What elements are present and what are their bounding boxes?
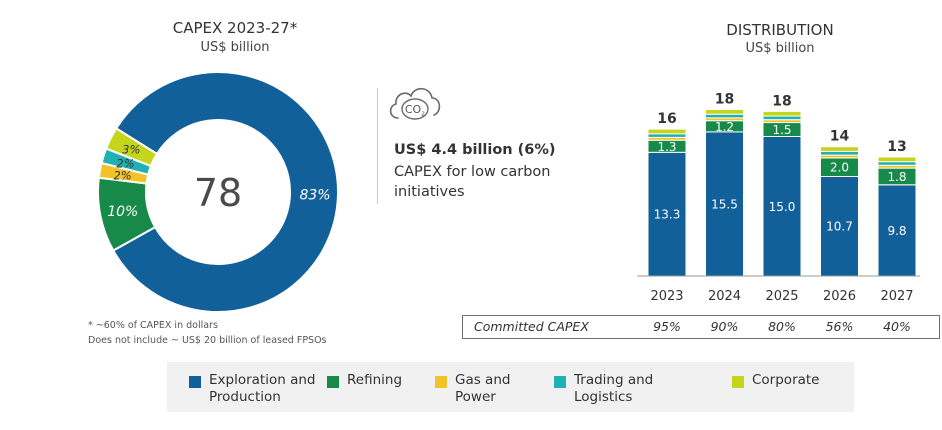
committed-value-2023: 95%: [653, 319, 681, 334]
legend-label: Trading and Logistics: [574, 372, 654, 405]
bar-corporate-2024: [705, 109, 744, 115]
bar-value-label: 15.5: [711, 197, 738, 211]
bar-value-label: 9.8: [887, 224, 906, 238]
bar-corporate-2027: [877, 156, 917, 163]
committed-value-2024: 90%: [710, 319, 739, 334]
x-tick-2025: 2025: [765, 289, 798, 304]
bar-total-2026: 14: [830, 129, 850, 145]
legend-swatch-gas: [435, 376, 447, 388]
bar-trading-2026: [820, 150, 859, 156]
co2-cloud-icon: CO 2: [389, 87, 441, 120]
svg-text:2: 2: [421, 111, 425, 118]
bar-exploration-2023: [647, 151, 687, 277]
donut-label-refining: 10%: [107, 204, 138, 220]
committed-capex-label: Committed CAPEX: [474, 319, 589, 334]
donut-label-corporate: 3%: [122, 143, 140, 157]
x-tick-2023: 2023: [650, 289, 683, 304]
legend-label: Corporate: [752, 372, 820, 388]
low-carbon-description: CAPEX for low carbon initiatives: [394, 164, 551, 200]
bar-value-label: 1.8: [887, 170, 906, 184]
section-divider: [377, 88, 378, 204]
donut-label-exploration: 83%: [299, 187, 330, 203]
bar-value-label: 2.0: [830, 161, 849, 175]
bar-value-label: 13.3: [654, 208, 681, 222]
legend-label: Exploration and Production: [209, 372, 316, 405]
bar-value-label: 15.0: [769, 200, 796, 214]
bar-value-label: 1.3: [657, 140, 676, 154]
distribution-unit: US$ billion: [745, 41, 815, 56]
committed-value-2026: 56%: [825, 319, 854, 334]
legend-swatch-corporate: [732, 376, 744, 388]
legend-label: Refining: [347, 372, 403, 388]
donut-center-value: 78: [194, 171, 242, 215]
donut-label-gas: 2%: [113, 169, 131, 183]
footnote-fpso: Does not include ~ US$ 20 billion of lea…: [88, 335, 327, 346]
bar-total-2024: 18: [715, 92, 734, 108]
legend-swatch-trading: [554, 376, 566, 388]
low-carbon-amount: US$ 4.4 billion (6%): [394, 142, 556, 158]
donut-title: CAPEX 2023-27*: [172, 19, 298, 37]
distribution-bar-chart: 13.3 1.3 16 2023 15.5 1.2 18 2024 15.0 1.5 18 2025 1…: [637, 92, 920, 304]
legend-label: Gas and Power: [455, 372, 511, 405]
bar-total-2025: 18: [772, 93, 791, 109]
donut-unit: US$ billion: [200, 40, 270, 55]
bar-corporate-2023: [647, 128, 687, 135]
donut-slice-corporate: [104, 127, 159, 168]
footnote-dollars: * ~60% of CAPEX in dollars: [88, 320, 218, 331]
bar-value-label: 1.2: [715, 120, 734, 134]
donut-slice-exploration: [111, 71, 338, 313]
committed-value-2025: 80%: [768, 319, 796, 334]
committed-value-2027: 40%: [883, 319, 911, 334]
bar-value-label: 1.5: [772, 123, 791, 137]
bar-total-2027: 13: [887, 139, 906, 155]
x-tick-2027: 2027: [880, 289, 913, 304]
capex-donut-chart: 83%10%2%2%3% 78: [97, 71, 338, 313]
bar-trading-2024: [705, 113, 744, 119]
legend: Exploration and Production Refining Gas …: [167, 362, 854, 412]
svg-text:CO: CO: [405, 103, 422, 116]
donut-label-trading: 2%: [116, 157, 134, 171]
bar-exploration-2026: [820, 176, 859, 277]
x-tick-2026: 2026: [823, 289, 856, 304]
bar-value-label: 10.7: [826, 220, 853, 234]
bar-total-2023: 16: [657, 111, 676, 127]
distribution-title: DISTRIBUTION: [726, 21, 834, 39]
bar-corporate-2026: [820, 146, 859, 152]
legend-swatch-exploration: [189, 376, 201, 388]
bar-corporate-2025: [762, 110, 802, 117]
legend-swatch-refining: [327, 376, 339, 388]
committed-capex-row: [462, 315, 940, 339]
x-tick-2024: 2024: [708, 289, 741, 304]
